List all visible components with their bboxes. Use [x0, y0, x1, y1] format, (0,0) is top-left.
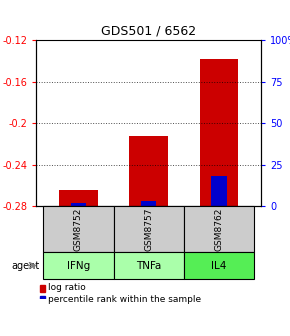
Bar: [141, 201, 156, 206]
Title: GDS501 / 6562: GDS501 / 6562: [101, 25, 196, 38]
FancyBboxPatch shape: [113, 206, 184, 252]
Text: log ratio: log ratio: [48, 283, 86, 292]
Text: percentile rank within the sample: percentile rank within the sample: [48, 295, 201, 303]
Bar: [129, 135, 168, 206]
Bar: [211, 176, 226, 206]
Bar: [40, 285, 45, 292]
Text: IL4: IL4: [211, 260, 226, 270]
Text: agent: agent: [12, 260, 40, 270]
Bar: [59, 191, 98, 206]
FancyBboxPatch shape: [43, 252, 113, 279]
Bar: [200, 59, 238, 206]
Bar: [71, 203, 86, 206]
Text: TNFa: TNFa: [136, 260, 161, 270]
FancyBboxPatch shape: [113, 252, 184, 279]
Text: GSM8762: GSM8762: [214, 208, 223, 251]
FancyBboxPatch shape: [184, 206, 254, 252]
FancyBboxPatch shape: [184, 252, 254, 279]
Text: GSM8752: GSM8752: [74, 208, 83, 251]
Bar: [40, 296, 45, 303]
Text: GSM8757: GSM8757: [144, 207, 153, 251]
Text: IFNg: IFNg: [67, 260, 90, 270]
FancyBboxPatch shape: [43, 206, 113, 252]
